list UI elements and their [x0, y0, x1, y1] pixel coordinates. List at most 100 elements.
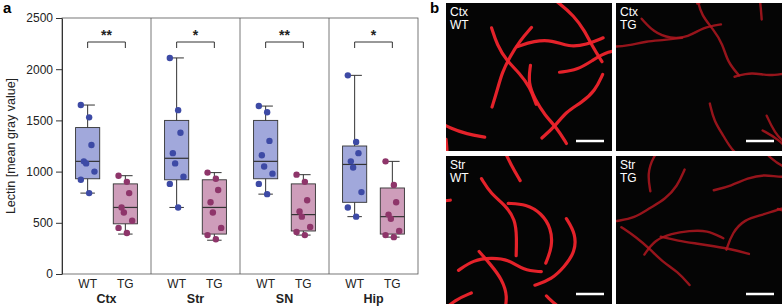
data-point	[299, 213, 305, 219]
data-point	[86, 190, 92, 196]
y-tick: 0	[46, 267, 62, 281]
vessel	[488, 156, 520, 181]
data-point	[307, 224, 313, 230]
image-genotype: WT	[450, 171, 469, 185]
data-point	[124, 179, 130, 185]
data-point	[172, 160, 178, 166]
data-point	[167, 181, 173, 187]
y-tick-label: 1000	[26, 165, 53, 179]
data-point	[115, 225, 121, 231]
box	[165, 120, 189, 179]
data-point	[175, 204, 181, 210]
data-point	[204, 169, 210, 175]
data-point	[261, 163, 267, 169]
data-point	[115, 172, 121, 178]
vessel	[446, 200, 450, 211]
data-point	[78, 177, 84, 183]
group-separator	[240, 18, 241, 274]
category-label: Ctx	[96, 292, 116, 306]
y-tick: 500	[33, 216, 62, 230]
vessel	[649, 156, 694, 191]
vessel	[446, 293, 471, 304]
vessel	[778, 209, 782, 277]
group-separator	[151, 18, 152, 274]
series-label: TG	[206, 277, 223, 291]
box	[113, 184, 137, 224]
data-point	[348, 158, 354, 164]
image-region: Str	[620, 158, 635, 172]
vessel	[481, 179, 516, 256]
data-point	[218, 225, 224, 231]
data-point	[126, 190, 132, 196]
whisker-high	[354, 75, 355, 146]
data-point	[302, 179, 308, 185]
image-background	[446, 3, 612, 151]
image-genotype: WT	[450, 18, 469, 32]
data-point	[88, 142, 94, 148]
y-tick: 1000	[26, 165, 62, 179]
y-tick-label: 1500	[26, 114, 53, 128]
data-point	[388, 216, 394, 222]
series-label: WT	[256, 277, 275, 291]
vessel	[621, 227, 689, 285]
data-point	[264, 191, 270, 197]
data-point	[391, 182, 397, 188]
series-label: WT	[78, 277, 97, 291]
vessel	[542, 74, 603, 138]
box	[380, 188, 404, 234]
vessel	[492, 28, 531, 108]
figure: a 0 500 1000 1500 2000 2500 Lectin [mean gray v…	[0, 0, 784, 306]
data-point	[204, 232, 210, 238]
y-tick-mark	[56, 18, 62, 19]
significance-label: **	[101, 27, 112, 43]
data-point	[167, 55, 173, 61]
image-region: Ctx	[450, 5, 468, 19]
vessel	[697, 3, 782, 4]
vessel	[767, 116, 782, 150]
median	[165, 158, 189, 159]
vessel	[661, 237, 749, 254]
vessel	[735, 73, 782, 82]
y-axis-title: Lectin [mean gray value]	[4, 78, 18, 214]
panel-label: a	[3, 0, 12, 16]
data-point	[353, 213, 359, 219]
data-point	[355, 150, 361, 156]
y-tick-mark	[56, 120, 62, 121]
data-point	[175, 107, 181, 113]
y-tick-label: 2000	[26, 63, 53, 77]
data-point	[170, 150, 176, 156]
vessel	[769, 156, 782, 198]
series-label: WT	[167, 277, 186, 291]
vessel	[459, 258, 542, 271]
y-tick: 1500	[26, 114, 62, 128]
box-group	[76, 102, 100, 196]
category-label: Str	[187, 292, 205, 306]
vessel	[616, 38, 682, 47]
data-point	[180, 174, 186, 180]
significance-label: **	[279, 27, 290, 43]
image-background	[446, 156, 612, 304]
y-tick-label: 2500	[26, 11, 53, 25]
data-point	[382, 158, 388, 164]
y-tick: 2000	[26, 63, 62, 77]
y-tick-label: 500	[33, 216, 53, 230]
y-tick-mark	[56, 69, 62, 70]
image-panel: StrWT	[362, 97, 625, 306]
data-point	[86, 114, 92, 120]
image-background	[616, 156, 782, 304]
box-group	[380, 158, 404, 240]
scale-bar	[576, 140, 604, 143]
box-group	[165, 55, 189, 211]
vessels	[616, 3, 782, 151]
box	[343, 146, 367, 202]
marks	[76, 55, 405, 243]
series-label: TG	[295, 277, 312, 291]
data-point	[302, 232, 308, 238]
data-point	[91, 168, 97, 174]
data-point	[396, 228, 402, 234]
data-point	[121, 209, 127, 215]
box	[291, 184, 315, 231]
image-panel: StrTG	[616, 123, 784, 304]
box-group	[291, 171, 315, 238]
box	[254, 120, 278, 178]
